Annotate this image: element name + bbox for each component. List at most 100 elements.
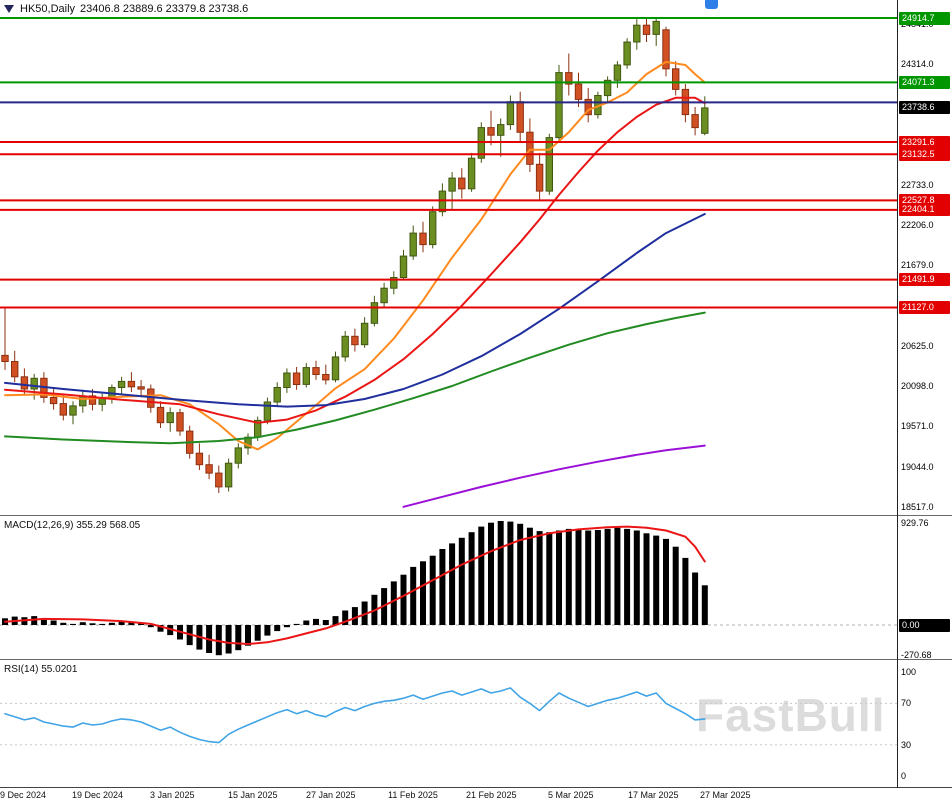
- price-tick-label: 21679.0: [901, 260, 934, 271]
- time-axis-label: 15 Jan 2025: [228, 790, 278, 800]
- candle-up: [467, 157, 476, 190]
- macd-canvas[interactable]: [0, 516, 897, 660]
- macd-histogram-bar: [79, 622, 86, 625]
- ma-fast-line: [4, 60, 706, 451]
- candle-down: [487, 127, 495, 136]
- candle-down: [516, 101, 524, 133]
- candle-down: [88, 395, 97, 405]
- candle-up: [331, 356, 340, 381]
- symbol-dropdown-icon[interactable]: [4, 5, 14, 13]
- candle-down: [176, 412, 184, 432]
- macd-histogram-bar: [303, 620, 310, 625]
- candle-up: [399, 255, 408, 279]
- panel-separator: [0, 515, 952, 516]
- macd-histogram-bar: [517, 523, 524, 625]
- ma-slow-line: [4, 213, 706, 408]
- macd-histogram-bar: [556, 530, 562, 625]
- candle-up: [380, 287, 388, 304]
- price-tick-label: 24314.0: [901, 58, 934, 69]
- level-price-label: 24071.3: [899, 75, 950, 89]
- candle-down: [691, 114, 699, 129]
- price-tick-label: 22733.0: [901, 179, 934, 190]
- candle-down: [20, 376, 29, 390]
- macd-histogram-bar: [478, 526, 485, 625]
- candle-down: [535, 163, 544, 192]
- candle-down: [574, 83, 583, 100]
- candle-up: [117, 380, 126, 388]
- macd-label: MACD(12,26,9) 355.29 568.05: [4, 520, 141, 531]
- main-chart-canvas[interactable]: [0, 0, 897, 516]
- candle-down: [565, 72, 573, 85]
- macd-histogram-bar: [313, 618, 319, 625]
- time-axis-label: 21 Feb 2025: [466, 790, 517, 800]
- ma-slowest-line: [402, 444, 706, 508]
- candle-down: [215, 472, 223, 488]
- candle-down: [1, 354, 9, 362]
- time-axis-label: 5 Mar 2025: [548, 790, 594, 800]
- candle-up: [603, 79, 612, 97]
- macd-histogram-bar: [99, 623, 106, 625]
- macd-header: MACD(12,26,9) 355.29 568.05: [4, 520, 140, 531]
- macd-panel: MACD(12,26,9) 355.29 568.05: [0, 516, 897, 660]
- candle-up: [69, 405, 77, 416]
- candle-down: [312, 367, 320, 376]
- macd-histogram-bar: [565, 528, 572, 625]
- candle-down: [137, 386, 145, 390]
- candle-up: [283, 372, 291, 388]
- macd-histogram-bar: [653, 535, 660, 625]
- candle-down: [59, 403, 67, 416]
- candle-up: [234, 447, 243, 464]
- candle-up: [555, 72, 563, 139]
- macd-histogram-bar: [585, 530, 592, 625]
- candle-down: [526, 131, 534, 165]
- macd-histogram-bar: [245, 625, 251, 646]
- candle-down: [49, 397, 58, 405]
- macd-histogram-bar: [468, 532, 475, 625]
- time-axis[interactable]: 9 Dec 2024 19 Dec 2024 3 Jan 2025 15 Jan 20…: [0, 788, 952, 802]
- rsi-axis-label: 0: [901, 770, 907, 781]
- panel-separator: [0, 787, 952, 788]
- candle-up: [701, 107, 709, 134]
- price-tick-label: 20098.0: [901, 381, 934, 392]
- macd-histogram-bar: [692, 572, 699, 625]
- current-price-label: 23738.6: [899, 101, 950, 115]
- macd-histogram-bar: [332, 616, 339, 625]
- price-axis[interactable]: 24841.024314.022733.022206.021679.020625…: [897, 0, 952, 788]
- macd-histogram-bar: [283, 625, 290, 628]
- main-chart-panel: HK50,Daily 23406.8 23889.6 23379.8 23738…: [0, 0, 897, 516]
- macd-signal-line: [4, 525, 706, 645]
- ohlc-values-label: 23406.8 23889.6 23379.8 23738.6: [80, 3, 249, 15]
- level-price-label: 21491.9: [899, 273, 950, 287]
- macd-histogram-bar: [40, 618, 47, 625]
- ma-mid-line: [4, 96, 706, 424]
- candle-down: [662, 29, 670, 70]
- macd-histogram-bar: [420, 561, 426, 625]
- macd-histogram-bar: [235, 625, 242, 651]
- macd-histogram-bar: [604, 528, 611, 625]
- app-logo-icon[interactable]: [705, 0, 718, 9]
- candle-up: [409, 232, 417, 257]
- macd-axis-label: 929.76: [901, 518, 929, 528]
- rsi-canvas[interactable]: [0, 660, 897, 787]
- macd-histogram-bar: [497, 521, 504, 625]
- candle-up: [30, 377, 38, 390]
- candle-up: [263, 401, 272, 421]
- macd-histogram-bar: [138, 623, 145, 625]
- rsi-label: RSI(14) 55.0201: [4, 664, 78, 675]
- candle-down: [156, 406, 165, 424]
- level-price-label: 21127.0: [899, 301, 950, 314]
- macd-histogram-bar: [614, 527, 621, 625]
- macd-histogram-bar: [157, 625, 164, 632]
- rsi-panel: RSI(14) 55.0201: [0, 660, 897, 787]
- macd-histogram-bar: [390, 581, 397, 625]
- candle-up: [273, 387, 281, 403]
- macd-histogram-bar: [147, 625, 154, 628]
- level-price-label: 23132.5: [899, 147, 950, 161]
- macd-histogram-bar: [429, 555, 436, 625]
- candle-up: [652, 20, 660, 35]
- candle-down: [322, 374, 330, 381]
- candle-down: [292, 372, 301, 385]
- macd-histogram-bar: [118, 621, 125, 625]
- macd-histogram-bar: [342, 610, 349, 625]
